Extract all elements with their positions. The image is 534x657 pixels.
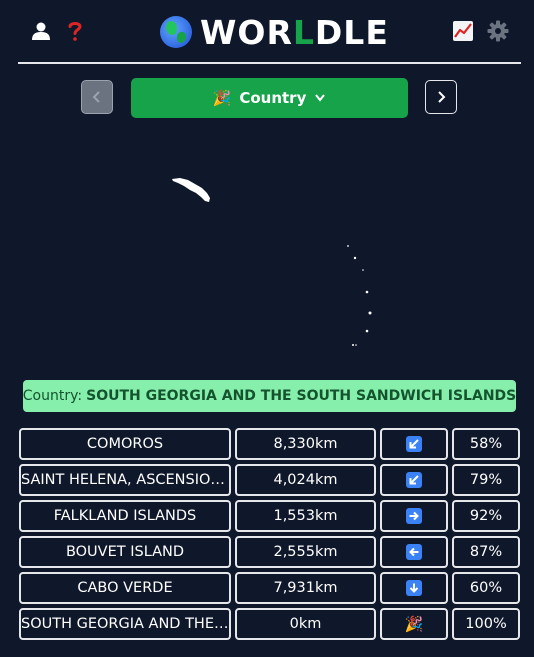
guess-direction — [380, 428, 448, 460]
party-icon: 🎉 — [212, 89, 232, 107]
guess-row: SOUTH GEORGIA AND THE SOUTH SANDWICH ISL… — [19, 608, 521, 640]
guess-distance: 7,931km — [235, 572, 376, 604]
guess-direction — [380, 572, 448, 604]
guess-direction — [380, 500, 448, 532]
help-icon[interactable] — [62, 18, 88, 44]
guess-percent: 87% — [452, 536, 520, 568]
user-icon[interactable] — [28, 18, 54, 44]
chevron-right-icon — [438, 91, 446, 103]
guess-name: SOUTH GEORGIA AND THE SOUTH SANDWICH ISL… — [19, 608, 231, 640]
guess-name: CABO VERDE — [19, 572, 231, 604]
logo-text: WORLDLE — [200, 12, 389, 52]
guess-percent: 100% — [452, 608, 520, 640]
next-button[interactable] — [425, 80, 457, 114]
guess-row: CABO VERDE 7,931km 60% — [19, 572, 521, 604]
stats-icon[interactable] — [450, 18, 476, 44]
guess-percent: 60% — [452, 572, 520, 604]
guess-direction — [380, 464, 448, 496]
chevron-left-icon — [92, 91, 100, 103]
answer-name: SOUTH GEORGIA AND THE SOUTH SANDWICH ISL… — [86, 388, 517, 404]
guess-name: COMOROS — [19, 428, 231, 460]
arrow-right-icon — [406, 508, 422, 524]
guess-list: COMOROS 8,330km 58% SAINT HELENA, ASCENS… — [19, 428, 521, 644]
guess-row: COMOROS 8,330km 58% — [19, 428, 521, 460]
guess-row: FALKLAND ISLANDS 1,553km 92% — [19, 500, 521, 532]
settings-icon[interactable] — [485, 18, 511, 44]
chevron-down-icon — [315, 94, 326, 102]
guess-distance: 4,024km — [235, 464, 376, 496]
guess-row: BOUVET ISLAND 2,555km 87% — [19, 536, 521, 568]
previous-button[interactable] — [81, 80, 113, 114]
guess-distance: 8,330km — [235, 428, 376, 460]
globe-icon — [160, 16, 192, 48]
party-icon: 🎉 — [404, 615, 424, 633]
arrow-down-left-icon — [406, 436, 422, 452]
logo: WORLDLE — [160, 12, 389, 52]
guess-name: BOUVET ISLAND — [19, 536, 231, 568]
header-divider — [18, 62, 521, 64]
mode-label: Country — [239, 89, 307, 107]
header: WORLDLE — [0, 0, 534, 64]
guess-name: FALKLAND ISLANDS — [19, 500, 231, 532]
arrow-down-icon — [406, 580, 422, 596]
arrow-down-left-icon — [406, 472, 422, 488]
guess-direction: 🎉 — [380, 608, 448, 640]
arrow-left-icon — [406, 544, 422, 560]
mode-select-button[interactable]: 🎉 Country — [131, 78, 408, 118]
guess-distance: 2,555km — [235, 536, 376, 568]
guess-row: SAINT HELENA, ASCENSION AND TRISTAN DA C… — [19, 464, 521, 496]
guess-direction — [380, 536, 448, 568]
guess-distance: 1,553km — [235, 500, 376, 532]
guess-percent: 92% — [452, 500, 520, 532]
answer-prefix: Country: — [22, 388, 83, 404]
guess-distance: 0km — [235, 608, 376, 640]
answer-banner: Country: SOUTH GEORGIA AND THE SOUTH SAN… — [23, 380, 516, 412]
guess-percent: 58% — [452, 428, 520, 460]
country-silhouette — [100, 140, 434, 370]
guess-name: SAINT HELENA, ASCENSION AND TRISTAN DA C… — [19, 464, 231, 496]
guess-percent: 79% — [452, 464, 520, 496]
